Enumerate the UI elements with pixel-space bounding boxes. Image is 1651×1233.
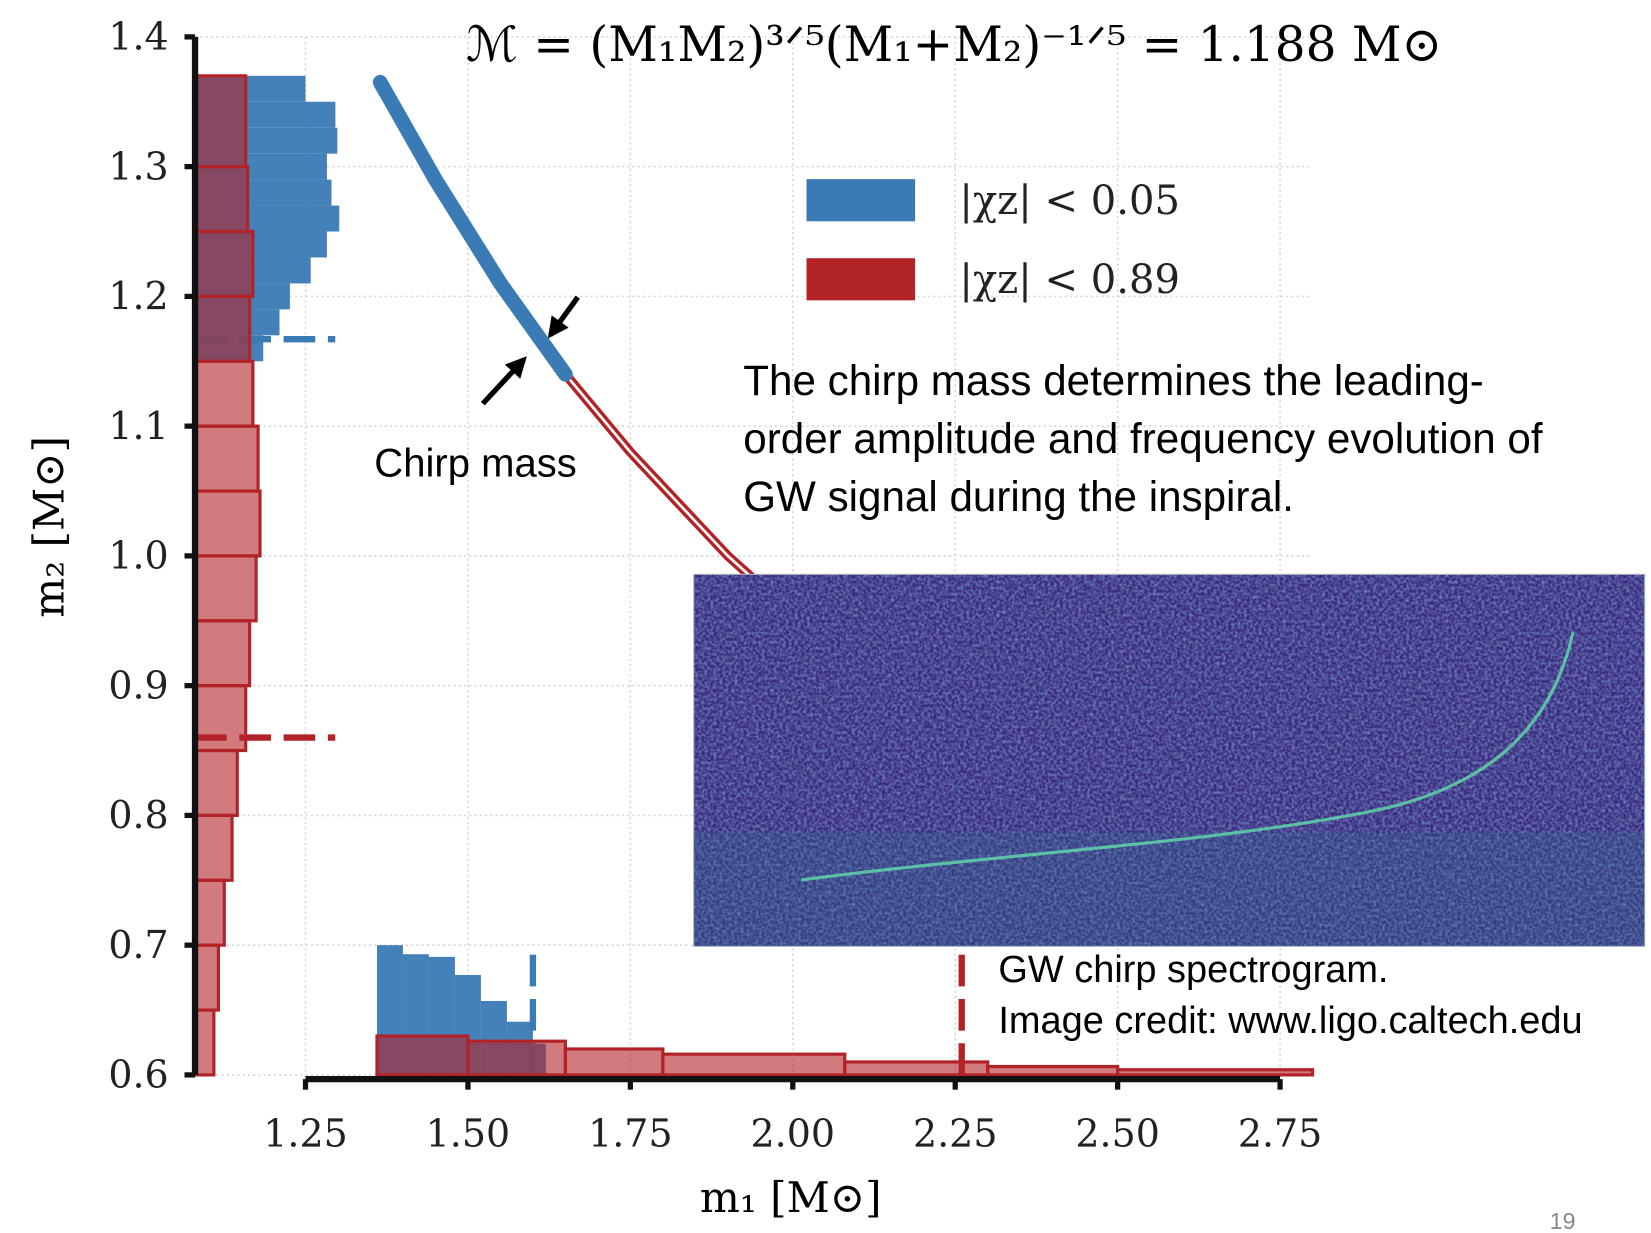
marginal-bar (193, 294, 252, 363)
x-tick-label: 2.75 (1238, 1112, 1323, 1156)
marginal-bar (193, 165, 250, 234)
x-tick-label: 2.25 (913, 1112, 998, 1156)
y-tick-label: 0.6 (108, 1053, 168, 1097)
marginal-bar (661, 1052, 847, 1077)
caption: Image credit: www.ligo.caltech.edu (998, 1000, 1582, 1042)
marginal-bar (193, 229, 255, 298)
description-line: The chirp mass determines the leading- (743, 357, 1484, 404)
x-tick-label: 2.50 (1075, 1112, 1160, 1156)
description-line: order amplitude and frequency evolution … (743, 415, 1543, 462)
marginal-bar (193, 748, 239, 817)
y-tick-label: 1.1 (108, 404, 168, 448)
y-tick-label: 1.3 (108, 144, 168, 188)
marginal-bar (193, 74, 248, 169)
marginal-bar (193, 813, 234, 882)
description-line: GW signal during the inspiral. (743, 473, 1294, 520)
legend-label: |χz| < 0.89 (959, 257, 1180, 303)
marginal-bar (193, 359, 255, 428)
mass-curve (372, 74, 573, 382)
marginal-bar (563, 1047, 665, 1077)
chart-title: ℳ = (M₁M₂)³ᐟ⁵(M₁+M₂)⁻¹ᐟ⁵ = 1.188 M⊙ (466, 17, 1442, 73)
page-number: 19 (1550, 1208, 1576, 1233)
y-tick-label: 0.9 (108, 663, 168, 707)
y-tick-label: 0.8 (108, 793, 168, 837)
caption: GW chirp spectrogram. (998, 949, 1388, 991)
y-tick-label: 1.0 (108, 534, 168, 578)
marginal-bar (986, 1064, 1120, 1077)
marginal-bar (466, 1039, 567, 1077)
arrow (480, 356, 527, 406)
marginal-bar (193, 878, 226, 947)
legend-swatch (806, 179, 916, 222)
marginal-bar (193, 684, 248, 753)
axes: 1.25 1.50 1.75 2.00 2.25 2.50 2.75 0.6 0.7 0.8 0.9… (108, 15, 1322, 1156)
y-tick-label: 0.7 (108, 923, 168, 967)
arrow (547, 295, 580, 339)
marginal-bar (193, 943, 221, 1012)
marginal-bar (843, 1060, 990, 1077)
y-tick-label: 1.4 (108, 15, 168, 59)
annotation: Chirp mass (374, 441, 577, 485)
marginal-bar (193, 554, 258, 623)
x-axis-label: m₁ [M⊙] (700, 1173, 882, 1222)
x-tick-label: 1.50 (426, 1112, 511, 1156)
legend: |χz| < 0.05 |χz| < 0.89 (806, 178, 1180, 303)
spectrogram-image (693, 573, 1646, 947)
marginal-bar (1116, 1068, 1315, 1077)
x-tick-label: 1.75 (588, 1112, 673, 1156)
marginal-bar (193, 424, 260, 493)
y-tick-label: 1.2 (108, 274, 168, 318)
x-tick-label: 2.00 (751, 1112, 836, 1156)
legend-swatch (806, 258, 916, 301)
legend-label: |χz| < 0.05 (959, 178, 1180, 224)
marginal-bar (193, 489, 262, 558)
x-tick-label: 1.25 (263, 1112, 348, 1156)
marginal-bar (375, 1034, 470, 1077)
histograms (193, 74, 1315, 1077)
marginal-bar (193, 619, 252, 688)
y-axis-label: m₂ [M⊙] (24, 436, 73, 618)
